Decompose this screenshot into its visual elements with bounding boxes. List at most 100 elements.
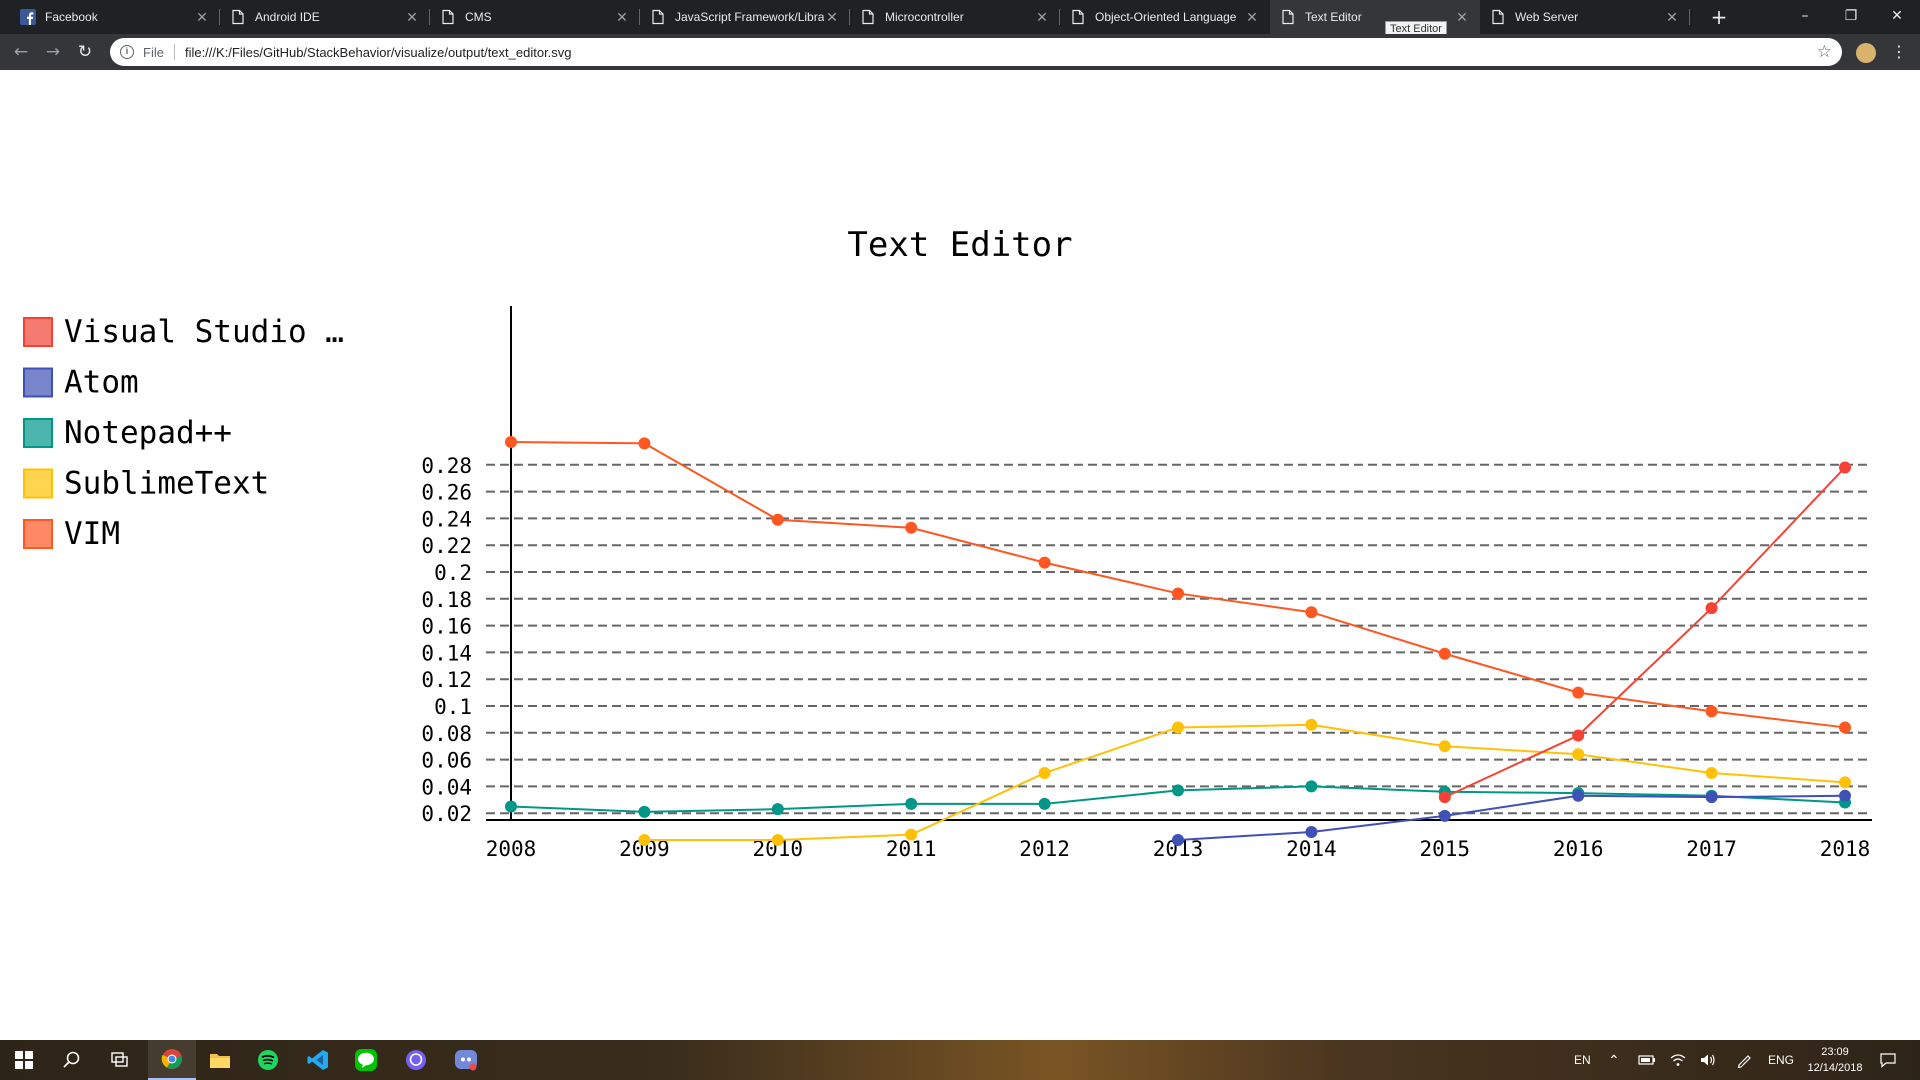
tab-text-editor[interactable]: Text Editor ✕ <box>1270 0 1480 34</box>
restore-button[interactable]: ❐ <box>1844 8 1858 24</box>
data-point[interactable] <box>638 805 651 818</box>
viber-icon[interactable] <box>392 1040 440 1080</box>
tab-web-server[interactable]: Web Server ✕ <box>1480 0 1690 34</box>
tab-object-oriented-language[interactable]: Object-Oriented Language ✕ <box>1060 0 1270 34</box>
wifi-icon[interactable] <box>1670 1040 1686 1080</box>
data-point[interactable] <box>638 437 651 450</box>
new-tab-button[interactable]: + <box>1710 5 1728 29</box>
data-point[interactable] <box>771 513 784 526</box>
data-point[interactable] <box>1305 606 1318 619</box>
data-point[interactable] <box>1172 834 1184 846</box>
reload-button[interactable]: ↻ <box>77 42 93 62</box>
tab-cms[interactable]: CMS ✕ <box>430 0 640 34</box>
data-point[interactable] <box>1705 705 1718 718</box>
data-point[interactable] <box>1572 789 1585 802</box>
legend-label[interactable]: Visual Studio … <box>64 314 344 350</box>
tab-close-icon[interactable]: ✕ <box>1036 8 1048 25</box>
windows-start-icon[interactable] <box>0 1040 48 1080</box>
pen-icon[interactable] <box>1736 1040 1752 1080</box>
task-view-icon[interactable] <box>96 1040 144 1080</box>
browser-menu-icon[interactable]: ⋮ <box>1891 42 1907 61</box>
vscode-icon[interactable] <box>294 1040 342 1080</box>
tab-close-icon[interactable]: ✕ <box>826 8 838 25</box>
legend-label[interactable]: SublimeText <box>64 466 269 502</box>
data-point[interactable] <box>1705 791 1718 804</box>
data-point[interactable] <box>1839 776 1851 789</box>
data-point[interactable] <box>1038 797 1051 810</box>
legend-swatch[interactable] <box>23 317 53 347</box>
data-point[interactable] <box>1438 740 1451 753</box>
data-point[interactable] <box>1038 767 1051 779</box>
legend-label[interactable]: Atom <box>64 365 139 401</box>
tab-close-icon[interactable]: ✕ <box>406 8 418 25</box>
data-point[interactable] <box>1572 748 1585 761</box>
info-icon[interactable]: i <box>120 45 134 59</box>
data-point[interactable] <box>505 436 517 449</box>
profile-avatar[interactable] <box>1856 43 1876 63</box>
tab-javascript-framework-library[interactable]: JavaScript Framework/Library ✕ <box>640 0 850 34</box>
data-point[interactable] <box>1839 461 1851 474</box>
plot-background <box>486 306 1872 827</box>
search-icon[interactable] <box>48 1040 96 1080</box>
chrome-icon[interactable] <box>148 1040 196 1080</box>
volume-icon[interactable] <box>1700 1040 1716 1080</box>
tray-language[interactable]: EN <box>1574 1053 1591 1067</box>
data-point[interactable] <box>1572 686 1585 699</box>
address-bar[interactable]: i File file:///K:/Files/GitHub/StackBeha… <box>110 38 1842 66</box>
minimize-button[interactable]: – <box>1801 8 1809 24</box>
action-center-icon[interactable] <box>1880 1040 1896 1080</box>
data-point[interactable] <box>1172 587 1184 600</box>
page-content: Text Editor 0.02 0.04 0.06 0.08 0.1 0.12 0.14 0… <box>0 70 1920 1040</box>
data-point[interactable] <box>1438 791 1451 804</box>
tab-close-icon[interactable]: ✕ <box>1456 8 1468 25</box>
tab-close-icon[interactable]: ✕ <box>616 8 628 25</box>
data-point[interactable] <box>1172 784 1184 797</box>
data-point[interactable] <box>771 834 784 846</box>
bookmark-star-icon[interactable]: ☆ <box>1816 42 1832 61</box>
data-point[interactable] <box>1438 809 1451 822</box>
tab-facebook[interactable]: Facebook ✕ <box>10 0 220 34</box>
legend-label[interactable]: Notepad++ <box>64 415 232 451</box>
tab-separator <box>1059 9 1060 25</box>
tray-input-method[interactable]: ENG <box>1768 1053 1795 1067</box>
tab-close-icon[interactable]: ✕ <box>1246 8 1258 25</box>
data-point[interactable] <box>1705 602 1718 615</box>
data-point[interactable] <box>1839 721 1851 734</box>
tab-microcontroller[interactable]: Microcontroller ✕ <box>850 0 1060 34</box>
discord-icon[interactable] <box>442 1040 490 1080</box>
data-point[interactable] <box>905 797 918 810</box>
legend-swatch[interactable] <box>23 468 53 499</box>
address-url[interactable]: file:///K:/Files/GitHub/StackBehavior/vi… <box>184 44 572 60</box>
file-explorer-icon[interactable] <box>196 1040 244 1080</box>
data-point[interactable] <box>1305 825 1318 838</box>
data-point[interactable] <box>1305 780 1318 793</box>
data-point[interactable] <box>1839 789 1851 802</box>
data-point[interactable] <box>905 828 918 841</box>
forward-button[interactable]: → <box>45 42 61 62</box>
back-button[interactable]: ← <box>13 42 29 62</box>
close-window-button[interactable]: ✕ <box>1891 8 1903 24</box>
series-line <box>1444 466 1846 799</box>
data-point[interactable] <box>1172 721 1184 734</box>
data-point[interactable] <box>1705 767 1718 779</box>
legend-swatch[interactable] <box>23 519 53 549</box>
tab-close-icon[interactable]: ✕ <box>196 8 208 25</box>
data-point[interactable] <box>638 834 651 846</box>
legend-label[interactable]: VIM <box>64 516 120 552</box>
taskbar-clock[interactable]: 23:09 12/14/2018 <box>1800 1044 1870 1076</box>
tab-close-icon[interactable]: ✕ <box>1666 8 1678 25</box>
line-icon[interactable] <box>342 1040 390 1080</box>
data-point[interactable] <box>1572 729 1585 742</box>
data-point[interactable] <box>771 803 784 816</box>
data-point[interactable] <box>1438 647 1451 660</box>
battery-icon[interactable] <box>1638 1040 1656 1080</box>
tab-android-ide[interactable]: Android IDE ✕ <box>220 0 430 34</box>
spotify-icon[interactable] <box>244 1040 292 1080</box>
legend-swatch[interactable] <box>23 418 53 448</box>
data-point[interactable] <box>905 521 918 534</box>
legend-swatch[interactable] <box>23 367 53 398</box>
tray-chevron-up-icon[interactable]: ⌃ <box>1608 1051 1620 1068</box>
data-point[interactable] <box>1038 556 1051 569</box>
data-point[interactable] <box>505 800 517 813</box>
data-point[interactable] <box>1305 718 1318 731</box>
